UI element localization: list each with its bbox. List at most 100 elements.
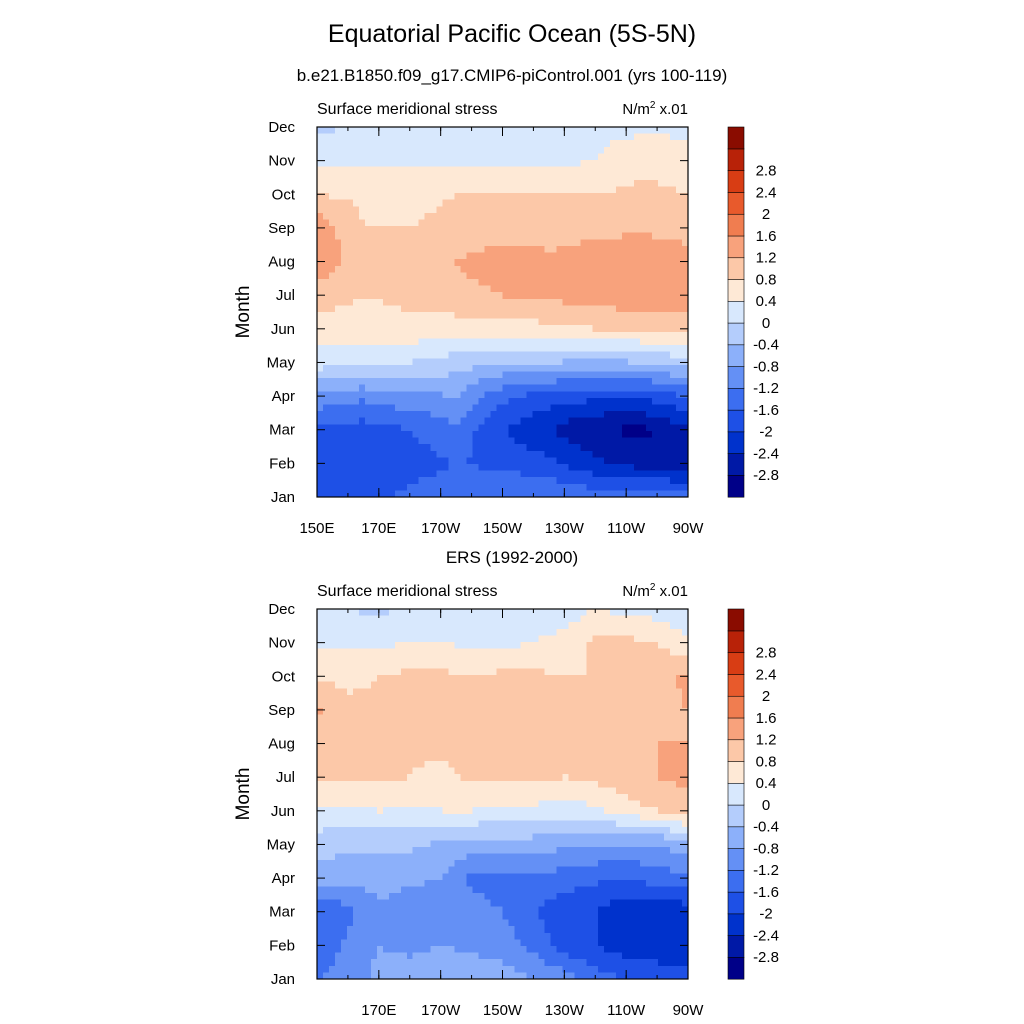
heatmap-cell [370, 212, 378, 221]
heatmap-cell [496, 411, 504, 419]
heatmap-cell [520, 708, 528, 716]
heatmap-cell [352, 133, 360, 141]
heatmap-cell [436, 265, 444, 273]
heatmap-cell [406, 628, 414, 637]
heatmap-cell [586, 391, 593, 399]
heatmap-cell [634, 688, 641, 696]
heatmap-cell [442, 734, 450, 742]
heatmap-cell [664, 331, 671, 340]
heatmap-cell [376, 615, 384, 623]
heatmap-cell [676, 212, 683, 221]
heatmap-cell [544, 681, 551, 689]
heatmap-cell [424, 615, 432, 623]
heatmap-cell [448, 688, 456, 696]
heatmap-cell [496, 457, 504, 465]
heatmap-cell [604, 391, 611, 399]
heatmap-cell [472, 146, 480, 155]
heatmap-cell [496, 371, 504, 379]
heatmap-cell [676, 312, 683, 320]
heatmap-cell [317, 245, 324, 254]
heatmap-cell [598, 688, 605, 696]
heatmap-cell [448, 179, 456, 188]
heatmap-cell [610, 417, 617, 425]
heatmap-cell [676, 371, 683, 379]
heatmap-cell [388, 642, 396, 650]
heatmap-cell [586, 127, 593, 135]
heatmap-cell [328, 239, 336, 247]
heatmap-cell [598, 457, 605, 465]
heatmap-cell [370, 371, 378, 379]
heatmap-cell [406, 239, 414, 247]
heatmap-cell [484, 437, 492, 445]
heatmap-cell [502, 444, 510, 452]
heatmap-cell [538, 298, 545, 306]
heatmap-cell [436, 721, 444, 729]
heatmap-cell [568, 298, 575, 306]
heatmap-cell [418, 404, 426, 412]
heatmap-cell [388, 378, 396, 386]
heatmap-cell [460, 312, 468, 320]
heatmap-cell [394, 292, 402, 300]
heatmap-cell [574, 642, 581, 650]
heatmap-cell [562, 193, 569, 201]
heatmap-cell [586, 477, 593, 485]
heatmap-cell [556, 675, 563, 683]
heatmap-cell [328, 668, 336, 676]
heatmap-cell [598, 345, 605, 353]
y-tick-label: Apr [272, 388, 295, 405]
heatmap-cell [598, 404, 605, 412]
heatmap-cell [322, 490, 330, 498]
heatmap-cell [676, 186, 683, 194]
heatmap-cell [592, 265, 599, 273]
heatmap-cell [562, 179, 569, 188]
heatmap-cell [496, 675, 504, 683]
heatmap-cell [670, 609, 677, 617]
heatmap-cell [328, 318, 336, 326]
heatmap-cell [430, 160, 438, 168]
heatmap-cell [358, 219, 366, 227]
heatmap-cell [526, 727, 534, 736]
heatmap-cell [448, 265, 456, 273]
heatmap-cell [406, 681, 414, 689]
heatmap-cell [322, 318, 330, 326]
heatmap-cell [586, 668, 593, 676]
heatmap-cell [592, 206, 599, 214]
heatmap-cell [388, 741, 396, 749]
heatmap-cell [322, 160, 330, 168]
heatmap-cell [640, 721, 647, 729]
heatmap-cell [484, 186, 492, 194]
heatmap-cell [610, 741, 617, 749]
heatmap-cell [562, 206, 569, 214]
heatmap-cell [358, 140, 366, 148]
heatmap-cell [532, 661, 539, 670]
heatmap-cell [478, 292, 486, 300]
heatmap-cell [604, 688, 611, 696]
heatmap-cell [640, 371, 647, 379]
heatmap-cell [340, 318, 348, 326]
heatmap-cell [430, 226, 438, 234]
heatmap-cell [640, 463, 647, 472]
heatmap-cell [652, 331, 659, 340]
heatmap-cell [322, 609, 330, 617]
heatmap-cell [478, 272, 486, 280]
heatmap-cell [358, 391, 366, 399]
heatmap-cell [592, 688, 599, 696]
heatmap-cell [646, 351, 653, 359]
heatmap-cell [628, 694, 635, 703]
heatmap-cell [514, 457, 522, 465]
heatmap-cell [382, 727, 390, 736]
heatmap-cell [340, 721, 348, 729]
heatmap-cell [670, 417, 677, 425]
heatmap-cell [628, 186, 635, 194]
heatmap-cell [634, 701, 641, 709]
heatmap-cell [592, 212, 599, 221]
heatmap-cell [358, 133, 366, 141]
heatmap-cell [388, 384, 396, 392]
heatmap-cell [616, 397, 623, 406]
heatmap-cell [322, 219, 330, 227]
heatmap-cell [586, 457, 593, 465]
heatmap-cell [640, 212, 647, 221]
heatmap-cell [484, 312, 492, 320]
heatmap-cell [616, 384, 623, 392]
colorbar-label: 0 [762, 315, 770, 332]
